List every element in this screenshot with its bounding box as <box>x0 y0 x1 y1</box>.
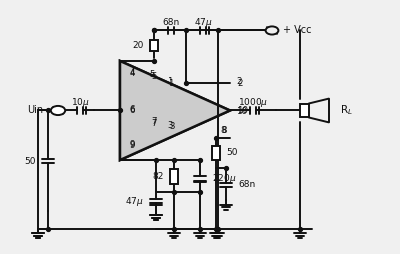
Text: Uin: Uin <box>27 105 43 116</box>
Text: 10$\mu$: 10$\mu$ <box>71 96 89 109</box>
Text: 10: 10 <box>237 106 248 115</box>
Polygon shape <box>120 61 230 160</box>
Text: 6: 6 <box>129 106 135 115</box>
Text: 2: 2 <box>237 79 243 88</box>
Text: 50: 50 <box>226 149 238 157</box>
Text: 3: 3 <box>169 122 175 131</box>
Circle shape <box>51 106 65 115</box>
Text: 6: 6 <box>129 105 135 114</box>
Text: 4: 4 <box>129 68 135 77</box>
Text: 3: 3 <box>167 121 173 130</box>
Text: 9: 9 <box>129 141 135 151</box>
Text: R$_L$: R$_L$ <box>340 104 353 117</box>
Bar <box>150 40 158 51</box>
Text: 220$\mu$: 220$\mu$ <box>212 172 236 185</box>
Text: + Vcc: + Vcc <box>283 25 312 35</box>
Text: 7: 7 <box>151 117 157 126</box>
Text: 20: 20 <box>133 41 144 50</box>
Bar <box>300 104 309 117</box>
Bar <box>170 169 178 184</box>
Text: 5: 5 <box>151 72 157 81</box>
Text: 82: 82 <box>153 172 164 181</box>
Polygon shape <box>120 61 230 160</box>
Text: 47$\mu$: 47$\mu$ <box>125 195 144 208</box>
Text: 1000$\mu$: 1000$\mu$ <box>238 96 268 109</box>
Text: 1: 1 <box>168 79 174 88</box>
Text: 9: 9 <box>129 140 135 149</box>
Text: 5: 5 <box>149 70 155 80</box>
Text: 7: 7 <box>151 119 157 128</box>
Circle shape <box>266 26 278 35</box>
Bar <box>212 146 220 160</box>
Text: 8: 8 <box>221 126 227 135</box>
Text: 68n: 68n <box>238 180 255 189</box>
Text: 10: 10 <box>236 107 247 116</box>
Text: 2: 2 <box>236 77 242 86</box>
Text: 4: 4 <box>129 69 135 78</box>
Text: 1: 1 <box>167 77 173 86</box>
Text: 50: 50 <box>24 157 36 166</box>
Text: 8: 8 <box>220 126 226 135</box>
Text: 47$\mu$: 47$\mu$ <box>194 16 212 29</box>
Text: 68n: 68n <box>162 18 180 27</box>
